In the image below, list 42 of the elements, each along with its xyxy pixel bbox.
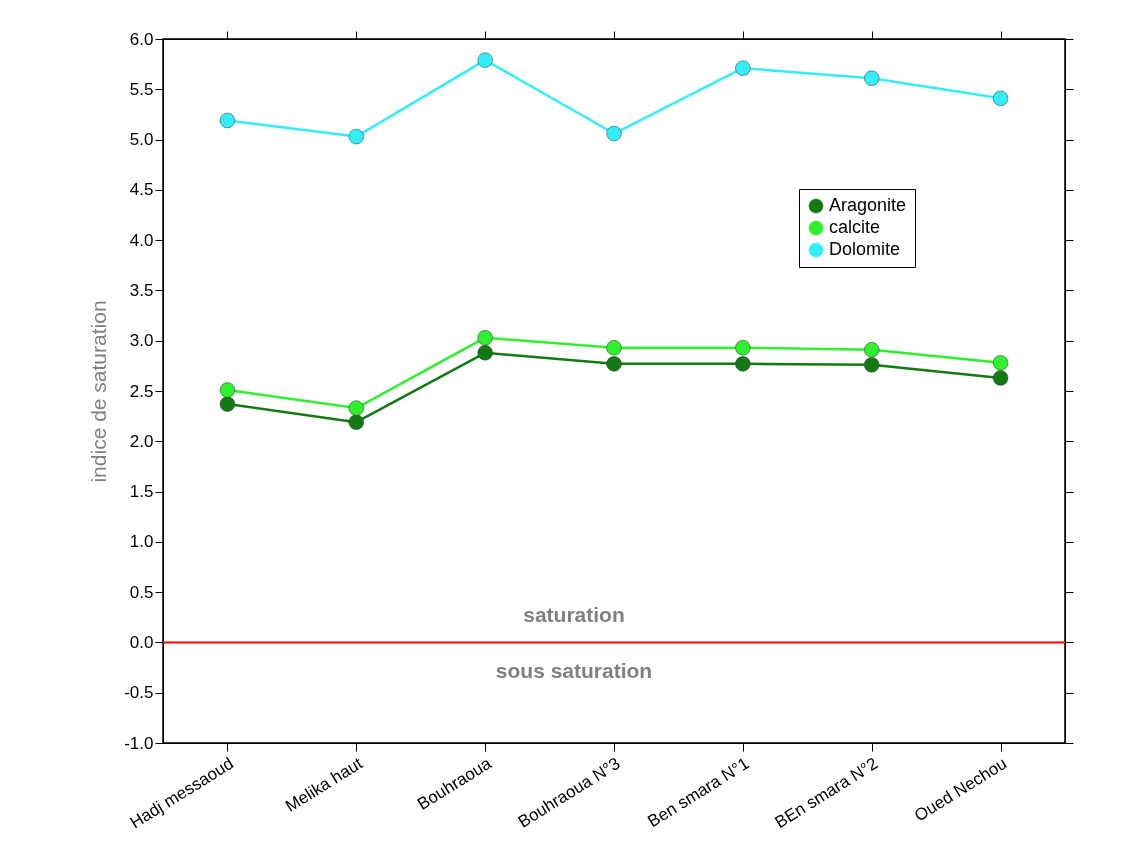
y-tick-label: 5.0	[129, 130, 154, 150]
y-tick-label: -0.5	[124, 683, 154, 703]
point	[864, 342, 880, 358]
point	[735, 356, 751, 372]
point	[477, 345, 493, 361]
legend-label: Aragonite	[829, 195, 907, 215]
y-tick-label: 6.0	[129, 29, 154, 49]
y-tick-label: 1.5	[129, 482, 154, 502]
point	[477, 330, 493, 346]
y-tick-label: 4.5	[129, 180, 154, 200]
point	[348, 128, 364, 145]
y-axis-title: indice de saturation	[87, 300, 111, 483]
point	[477, 52, 493, 68]
point	[992, 90, 1009, 106]
annotation: sous saturation	[495, 659, 653, 683]
point	[348, 400, 364, 416]
annotation: saturation	[523, 603, 625, 627]
point	[219, 396, 236, 412]
point	[348, 414, 364, 430]
point	[992, 370, 1009, 386]
y-tick-label: -1.0	[124, 733, 154, 753]
y-tick-label: 3.5	[129, 280, 154, 300]
y-tick-label: 1.0	[129, 532, 154, 552]
y-tick-label: 0.0	[129, 632, 154, 652]
point	[735, 340, 751, 356]
y-tick-label: 5.5	[129, 79, 154, 99]
point	[606, 125, 622, 142]
y-tick-label: 2.0	[129, 431, 154, 451]
legend-label: Dolomite	[829, 239, 901, 259]
point	[992, 355, 1009, 371]
point	[606, 356, 622, 372]
point	[219, 112, 236, 129]
point	[864, 70, 880, 86]
point	[864, 357, 880, 373]
y-tick-label: 3.0	[129, 331, 154, 351]
legend-label: calcite	[829, 217, 881, 237]
point	[735, 60, 751, 76]
point	[219, 382, 236, 398]
y-tick-label: 0.5	[129, 582, 154, 602]
y-tick-label: 4.0	[129, 230, 154, 250]
point	[606, 340, 622, 356]
y-tick-label: 2.5	[129, 381, 154, 401]
